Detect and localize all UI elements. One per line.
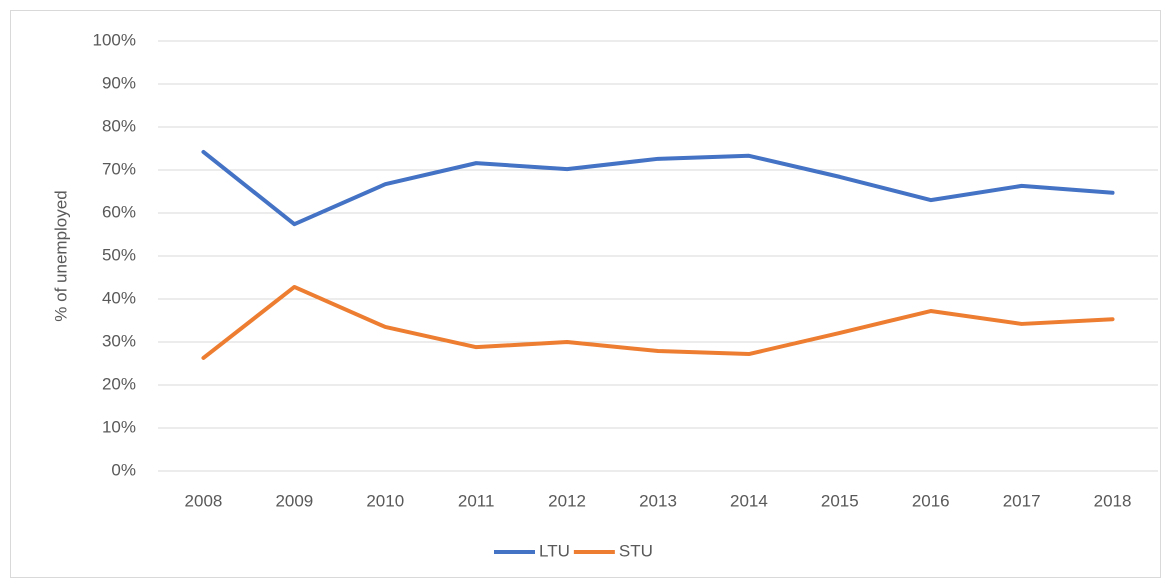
- x-tick-label: 2016: [912, 491, 950, 510]
- y-tick-label: 60%: [102, 202, 136, 221]
- y-tick-label: 20%: [102, 374, 136, 393]
- x-tick-label: 2013: [639, 491, 677, 510]
- x-tick-label: 2014: [730, 491, 768, 510]
- legend-label: STU: [619, 541, 653, 560]
- x-tick-label: 2010: [366, 491, 404, 510]
- y-tick-label: 90%: [102, 73, 136, 92]
- line-series: [201, 149, 1115, 227]
- y-axis-label: % of unemployed: [51, 190, 70, 321]
- x-tick-label: 2012: [548, 491, 586, 510]
- y-tick-label: 100%: [93, 30, 136, 49]
- x-tick-label: 2008: [185, 491, 223, 510]
- x-tick-label: 2009: [275, 491, 313, 510]
- x-tick-label: 2018: [1094, 491, 1132, 510]
- y-tick-label: 80%: [102, 116, 136, 135]
- y-tick-label: 50%: [102, 245, 136, 264]
- y-tick-label: 40%: [102, 288, 136, 307]
- y-tick-label: 0%: [111, 460, 136, 479]
- chart-border: [10, 10, 1161, 578]
- y-tick-label: 70%: [102, 159, 136, 178]
- legend-label: LTU: [539, 541, 570, 560]
- x-tick-label: 2017: [1003, 491, 1041, 510]
- y-tick-label: 30%: [102, 331, 136, 350]
- x-tick-label: 2011: [458, 491, 495, 510]
- x-tick-label: 2015: [821, 491, 859, 510]
- y-tick-label: 10%: [102, 417, 136, 436]
- line-series: [201, 284, 1115, 360]
